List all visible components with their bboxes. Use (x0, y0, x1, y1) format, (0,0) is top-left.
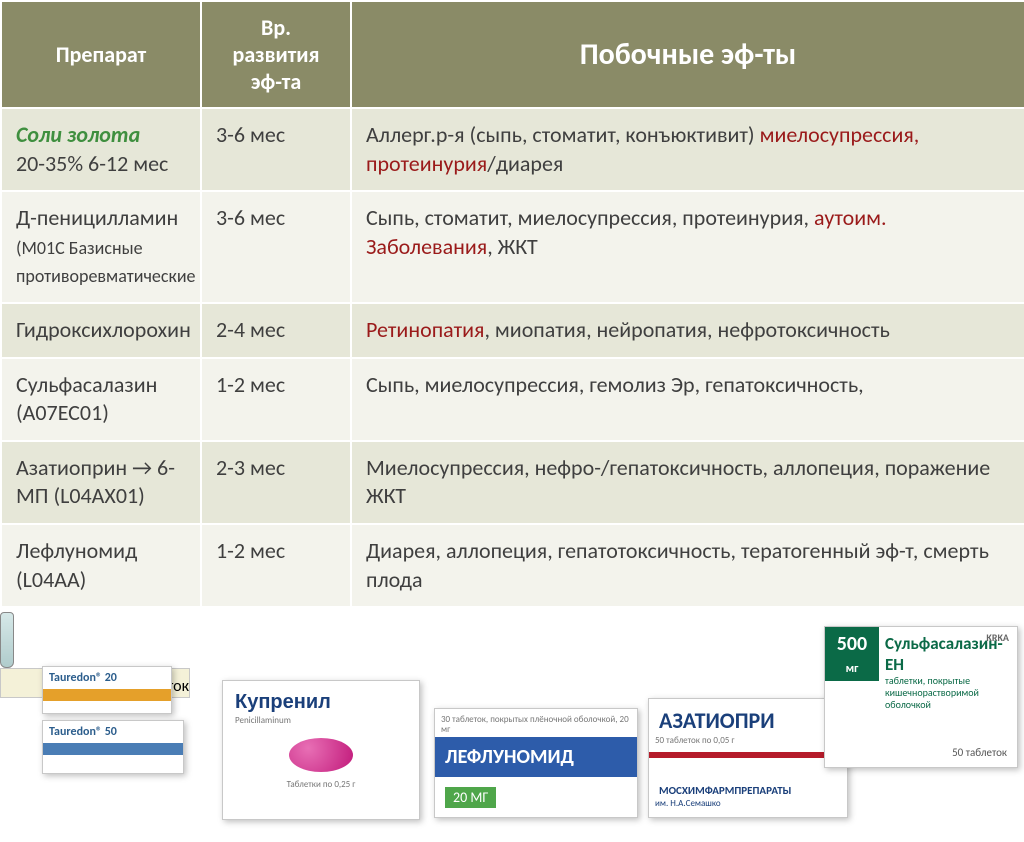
pack-sulfasalazin: KRKA 500 мг Сульфасалазин-ЕН таблетки, п… (824, 626, 1018, 768)
cell-drug: Азатиоприн → 6-МП (L04AX01) (1, 441, 201, 524)
pack-mfr: МОСХИМФАРМПРЕПАРАТЫ (649, 758, 847, 799)
cell-side: Миелосупрессия, нефро-/гепатоксичность, … (351, 441, 1024, 524)
pack-label: АЗАТИОПРИ (649, 699, 847, 734)
table-row: Гидроксихлорохин 2-4 мес Ретинопатия, ми… (1, 303, 1024, 358)
pack-note: Таблетки по 0,25 г (223, 778, 419, 792)
pack-dose-badge: 500 мг (825, 627, 879, 681)
pack-kuprenil: Купренил Penicillaminum Таблетки по 0,25… (222, 680, 420, 820)
drug-sub: (М01С Базисные противоревматические (16, 237, 196, 288)
pack-note: 50 таблеток по 0,05 г (649, 734, 847, 748)
cell-side: Аллерг.р-я (сыпь, стоматит, конъюктивит)… (351, 108, 1024, 191)
pack-label: Tauredon® 50 (43, 721, 183, 743)
cell-drug: Соли золота 20-35% 6-12 мес (1, 108, 201, 191)
cell-drug: Д-пеницилламин (М01С Базисные противорев… (1, 191, 201, 303)
cell-drug: Гидроксихлорохин (1, 303, 201, 358)
table-row: Соли золота 20-35% 6-12 мес 3-6 мес Алле… (1, 108, 1024, 191)
th-drug: Препарат (1, 1, 201, 108)
cell-side: Сыпь, стоматит, миелосупрессия, протеину… (351, 191, 1024, 303)
se-text: Аллерг.р-я (сыпь, стоматит, конъюктивит) (366, 121, 760, 148)
drug-name: Соли золота (16, 121, 140, 148)
drug-name: Лефлуномид (16, 537, 137, 564)
pack-count: 50 таблеток (952, 746, 1007, 759)
pack-mg: 20 МГ (445, 787, 496, 808)
drug-table: Препарат Вр. развития эф-та Побочные эф-… (0, 0, 1024, 608)
cell-onset: 2-4 мес (201, 303, 351, 358)
drug-sub: (L04AA) (16, 566, 86, 593)
se-text: Сыпь, стоматит, миелосупрессия, протеину… (366, 204, 814, 231)
pack-note: 30 таблеток, покрытых плёночной оболочко… (435, 709, 637, 737)
stripe-icon (43, 689, 171, 701)
pack-label: Купренил (223, 681, 419, 714)
pack-sub: Penicillaminum (223, 714, 419, 728)
cell-onset: 3-6 мес (201, 108, 351, 191)
se-post: , ЖКТ (487, 233, 537, 260)
stripe-icon (43, 743, 183, 755)
drug-sub: 20-35% 6-12 мес (16, 150, 168, 177)
cell-onset: 1-2 мес (201, 524, 351, 607)
cell-onset: 2-3 мес (201, 441, 351, 524)
drug-packages-row: Tauredon® 20 Tauredon® 50 100 таблеток К… (0, 612, 1024, 842)
th-onset: Вр. развития эф-та (201, 1, 351, 108)
pack-tauredon50: Tauredon® 50 (42, 720, 184, 774)
table-row: Азатиоприн → 6-МП (L04AX01) 2-3 мес Миел… (1, 441, 1024, 524)
table-row: Сульфасалазин (A07EC01) 1-2 мес Сыпь, ми… (1, 358, 1024, 441)
pack-label: Tauredon® 20 (43, 667, 171, 689)
se-red: Ретинопатия (366, 316, 484, 343)
cell-side: Ретинопатия, миопатия, нейропатия, нефро… (351, 303, 1024, 358)
pack-label: ЛЕФЛУНОМИД (435, 737, 637, 777)
se-post: /диарея (487, 150, 563, 177)
se-post: , миопатия, нейропатия, нефротоксичность (484, 316, 889, 343)
th-side: Побочные эф-ты (351, 1, 1024, 108)
cell-onset: 3-6 мес (201, 191, 351, 303)
dose-unit: мг (846, 662, 859, 676)
drug-sub: (A07EC01) (16, 399, 109, 426)
pack-mfr2: им. Н.А.Семашко (649, 799, 847, 811)
dose-num: 500 (837, 632, 867, 656)
drug-name: Сульфасалазин (16, 371, 157, 398)
cell-side: Сыпь, миелосупрессия, гемолиз Эр, гепато… (351, 358, 1024, 441)
drug-name: Д-пеницилламин (16, 204, 178, 231)
pack-leflunomid: 30 таблеток, покрытых плёночной оболочко… (434, 708, 638, 818)
table-row: Лефлуномид (L04AA) 1-2 мес Диарея, аллоп… (1, 524, 1024, 607)
table-row: Д-пеницилламин (М01С Базисные противорев… (1, 191, 1024, 303)
cell-onset: 1-2 мес (201, 358, 351, 441)
ampoule-icon (0, 612, 14, 668)
pack-azathioprine: АЗАТИОПРИ 50 таблеток по 0,05 г МОСХИМФА… (648, 698, 848, 818)
cell-side: Диарея, аллопеция, гепатотоксичность, те… (351, 524, 1024, 607)
cell-drug: Лефлуномид (L04AA) (1, 524, 201, 607)
pack-tauredon20: Tauredon® 20 (42, 666, 172, 714)
pack-mfr: KRKA (986, 631, 1009, 644)
cell-drug: Сульфасалазин (A07EC01) (1, 358, 201, 441)
